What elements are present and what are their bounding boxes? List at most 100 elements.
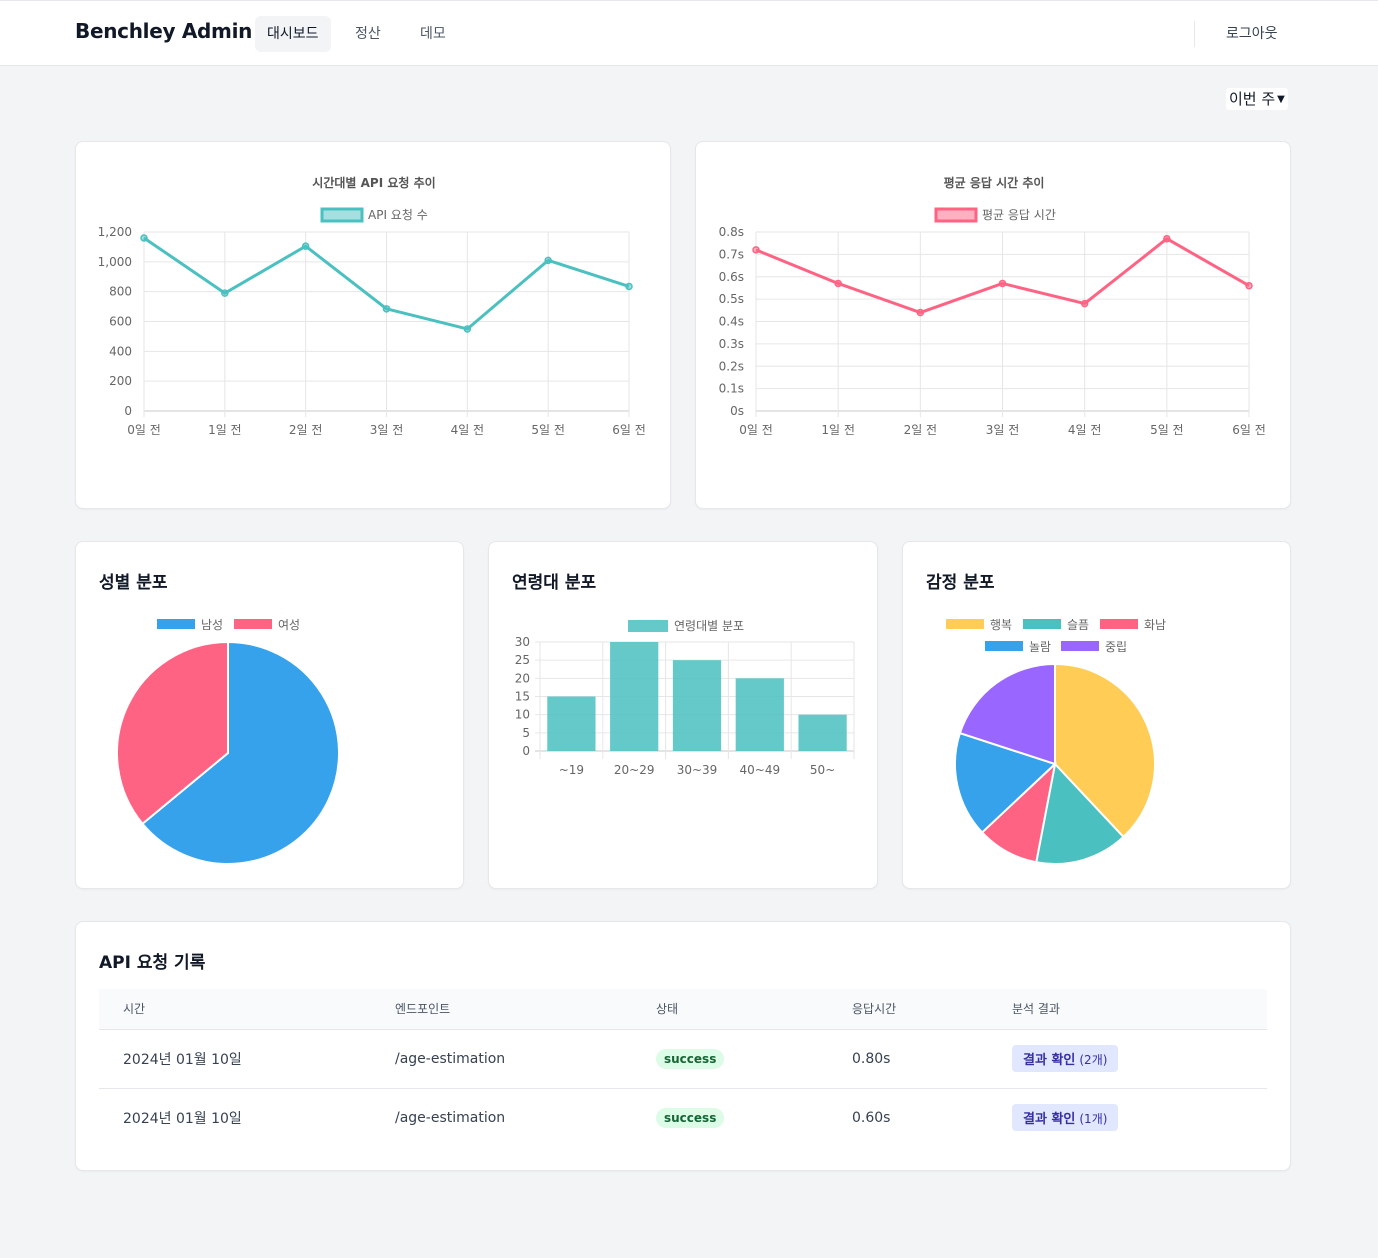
x-tick-label: 50~ [810, 763, 835, 777]
api-log-table: 시간 엔드포인트 상태 응답시간 분석 결과 2024년 01월 10일 /ag… [99, 989, 1267, 1147]
legend-label: 행복 [990, 617, 1012, 632]
api-log-title: API 요청 기록 [99, 953, 206, 973]
data-point [1245, 281, 1253, 290]
x-tick-label: 1일 전 [208, 423, 242, 437]
bar [547, 696, 596, 751]
bar [610, 642, 659, 751]
legend-swatch [234, 619, 272, 629]
view-result-button[interactable]: 결과 확인 (2개) [1012, 1045, 1119, 1072]
result-count: (1개) [1079, 1112, 1108, 1127]
pie-slice [954, 731, 1057, 834]
api-requests-chart: 시간대별 API 요청 추이 API 요청 수 0 200 400 600 800 1,000… [98, 175, 646, 437]
data-point [1163, 234, 1171, 243]
response-time-card: 평균 응답 시간 추이 평균 응답 시간 0s 0.1s 0.2s 0.3s 0.4s 0.5… [695, 141, 1291, 509]
period-select-value: 이번 주 [1229, 90, 1276, 108]
legend-label: 놀람 [1029, 640, 1051, 654]
cell-status: success [632, 1029, 828, 1089]
x-tick-label: 30~39 [677, 763, 718, 777]
legend-label: 화남 [1144, 618, 1166, 632]
status-badge: success [656, 1107, 725, 1128]
x-tick-label: 40~49 [740, 763, 781, 777]
y-tick-label: 10 [515, 708, 530, 722]
legend-swatch [934, 207, 978, 223]
legend-swatch [1100, 619, 1138, 629]
chart-title: 평균 응답 시간 추이 [944, 175, 1045, 190]
view-result-button[interactable]: 결과 확인 (1개) [1012, 1104, 1119, 1132]
pie-slice [141, 640, 340, 865]
data-point [301, 242, 310, 250]
cell-time: 2024년 01월 10일 [99, 1029, 371, 1089]
gender-distribution-title: 성별 분포 [99, 573, 168, 593]
x-tick-label: 4일 전 [1068, 423, 1102, 437]
nav-settlement[interactable]: 정산 [355, 26, 381, 42]
y-tick-label: 0.1s [719, 382, 744, 396]
x-tick-label: 3일 전 [370, 423, 404, 437]
x-tick-label: 3일 전 [986, 423, 1020, 437]
x-tick-label: 6일 전 [1232, 423, 1266, 437]
data-point [752, 246, 760, 254]
legend-label: 슬픔 [1067, 618, 1089, 632]
legend-swatch [1061, 641, 1099, 651]
legend-label: 남성 [201, 618, 223, 632]
data-point [544, 256, 552, 265]
data-point [382, 305, 391, 313]
brand-logo[interactable]: Benchley Admin [75, 19, 253, 43]
y-tick-label: 0.3s [719, 337, 744, 351]
gender-distribution-card: 성별 분포 남성 여성 [75, 541, 464, 889]
result-count: (2개) [1079, 1053, 1108, 1067]
cell-result: 결과 확인 (1개) [988, 1088, 1267, 1147]
pie-slice [116, 640, 229, 826]
chevron-down-icon: ▼ [1277, 93, 1285, 105]
cell-result: 결과 확인 (2개) [988, 1029, 1267, 1089]
bar [735, 678, 784, 751]
x-tick-label: ~19 [559, 763, 584, 777]
legend-label: 평균 응답 시간 [982, 208, 1056, 222]
pie-slice [1035, 761, 1125, 865]
period-select[interactable]: 이번 주 ▼ [1226, 88, 1288, 110]
y-tick-label: 15 [515, 690, 530, 704]
logout-button[interactable]: 로그아웃 [1226, 26, 1278, 42]
y-tick-label: 30 [515, 635, 530, 649]
api-requests-card: 시간대별 API 요청 추이 API 요청 수 0 200 400 600 800 1,000… [75, 141, 671, 509]
y-tick-label: 20 [515, 671, 530, 685]
pie-slice [1054, 662, 1156, 839]
top-navbar: Benchley Admin 대시보드 정산 데모 로그아웃 [0, 0, 1378, 66]
x-tick-label: 4일 전 [451, 423, 485, 437]
bar [798, 714, 847, 751]
y-tick-label: 0.7s [719, 247, 744, 261]
data-point [221, 289, 229, 297]
x-tick-label: 20~29 [614, 763, 655, 777]
col-response-time: 응답시간 [828, 989, 988, 1030]
y-tick-label: 0.5s [719, 292, 744, 306]
legend-label: 여성 [278, 618, 300, 632]
cell-endpoint: /age-estimation [371, 1029, 632, 1089]
age-distribution-title: 연령대 분포 [512, 573, 597, 593]
col-endpoint: 엔드포인트 [371, 989, 632, 1030]
legend-label: 연령대별 분포 [674, 619, 744, 633]
y-tick-label: 0.2s [719, 359, 744, 373]
data-point [625, 282, 633, 291]
y-tick-label: 1,000 [98, 255, 132, 269]
y-tick-label: 400 [109, 344, 132, 358]
table-row: 2024년 01월 10일 /age-estimation success 0.… [99, 1088, 1267, 1147]
x-tick-label: 1일 전 [821, 423, 855, 437]
gender-pie-chart: 남성 여성 [116, 618, 340, 865]
data-point [463, 325, 472, 333]
legend-swatch [946, 619, 984, 629]
cell-response-time: 0.60s [852, 1109, 891, 1126]
emotion-distribution-card: 감정 분포 행복 슬픔 화남 놀람 중립 [902, 541, 1291, 889]
nav-dashboard[interactable]: 대시보드 [255, 16, 331, 52]
y-tick-label: 200 [109, 374, 132, 388]
y-tick-label: 0.6s [719, 270, 744, 284]
nav-demo[interactable]: 데모 [420, 26, 446, 42]
api-log-card: API 요청 기록 시간 엔드포인트 상태 응답시간 분석 결과 2024년 0… [75, 921, 1291, 1171]
legend-swatch [157, 619, 195, 629]
age-bar-chart: 연령대별 분포 0 5 10 15 20 25 30 ~19 20~29 30~39 40~49 50~ [515, 619, 855, 777]
view-result-label: 결과 확인 [1023, 1112, 1076, 1128]
legend-swatch [320, 207, 364, 223]
y-tick-label: 0 [124, 404, 132, 418]
y-tick-label: 1,200 [98, 225, 132, 239]
nav-divider [1194, 21, 1195, 47]
